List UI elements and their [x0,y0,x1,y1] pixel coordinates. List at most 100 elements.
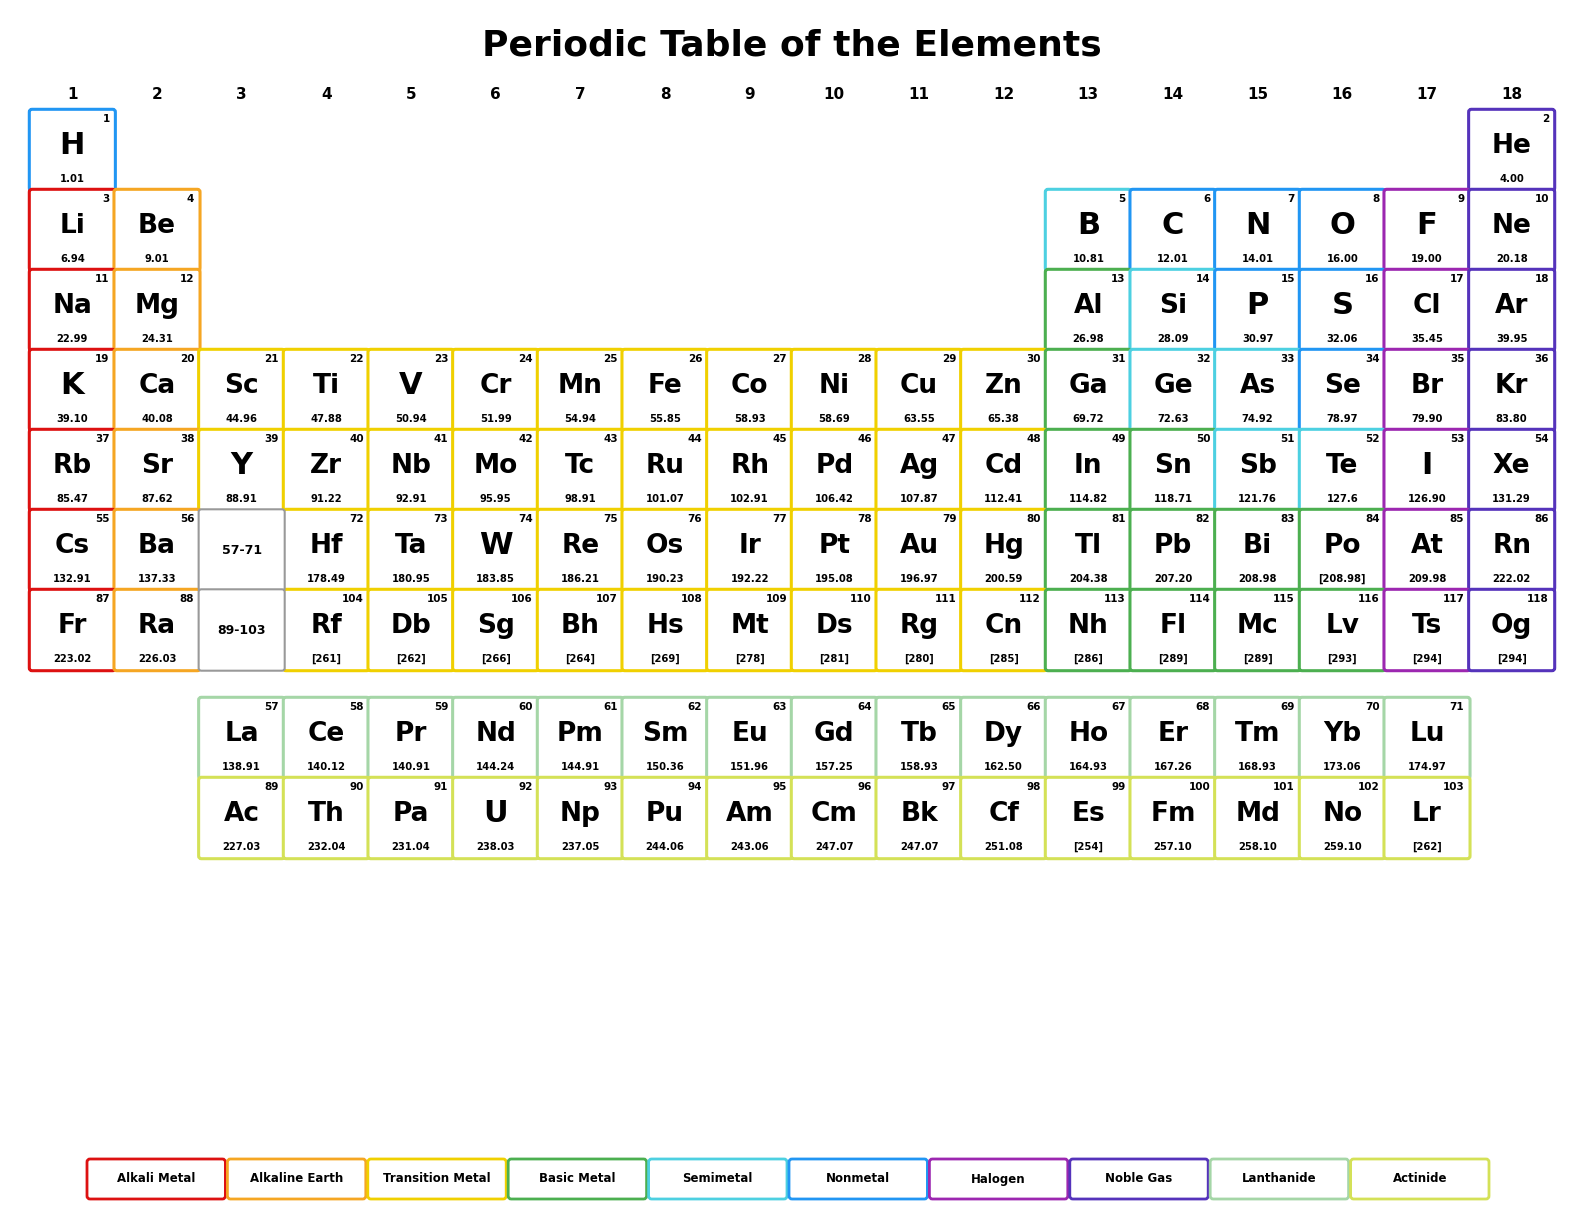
FancyBboxPatch shape [1215,777,1300,859]
FancyBboxPatch shape [508,1159,646,1200]
Text: At: At [1410,532,1443,559]
Text: 54: 54 [1535,435,1549,444]
FancyBboxPatch shape [87,1159,225,1200]
FancyBboxPatch shape [1045,777,1131,859]
FancyBboxPatch shape [1215,430,1300,510]
FancyBboxPatch shape [792,777,878,859]
Text: 14: 14 [1196,274,1210,284]
Text: Xe: Xe [1492,453,1530,479]
Text: La: La [225,721,258,747]
Text: 33: 33 [1280,354,1296,364]
Text: 88.91: 88.91 [227,494,258,504]
FancyBboxPatch shape [1384,430,1470,510]
Text: Np: Np [559,800,600,827]
Text: 110: 110 [851,594,871,603]
Text: Al: Al [1074,293,1102,319]
Text: 55: 55 [95,514,109,524]
FancyBboxPatch shape [1384,698,1470,778]
Text: 12: 12 [993,87,1014,102]
Text: 107.87: 107.87 [900,494,938,504]
Text: 164.93: 164.93 [1069,763,1107,772]
FancyBboxPatch shape [29,190,116,271]
Text: [269]: [269] [649,654,680,663]
Text: 86: 86 [1535,514,1549,524]
FancyBboxPatch shape [1215,589,1300,671]
Text: Nb: Nb [391,453,431,479]
FancyBboxPatch shape [198,509,285,591]
Text: 222.02: 222.02 [1492,574,1530,584]
Text: Bk: Bk [900,800,938,827]
FancyBboxPatch shape [29,109,116,191]
Text: 51.99: 51.99 [480,414,512,424]
Text: 8: 8 [1372,193,1380,204]
FancyBboxPatch shape [228,1159,366,1200]
FancyBboxPatch shape [789,1159,927,1200]
Text: 12.01: 12.01 [1156,255,1190,264]
Text: 18: 18 [1502,87,1522,102]
Text: 1.01: 1.01 [60,174,86,184]
FancyBboxPatch shape [367,1159,507,1200]
Text: [285]: [285] [988,654,1019,663]
Text: Rf: Rf [310,613,342,639]
Text: Pm: Pm [558,721,604,747]
Text: [280]: [280] [904,654,935,663]
Text: 75: 75 [604,514,618,524]
FancyBboxPatch shape [1210,1159,1348,1200]
Text: 196.97: 196.97 [900,574,938,584]
FancyBboxPatch shape [706,698,792,778]
Text: Ga: Ga [1069,373,1109,399]
FancyBboxPatch shape [1129,269,1217,351]
Text: 4.00: 4.00 [1500,174,1524,184]
Text: 102.91: 102.91 [730,494,770,504]
Text: 23: 23 [434,354,448,364]
Text: Lu: Lu [1410,721,1445,747]
Text: Ge: Ge [1153,373,1193,399]
Text: 28: 28 [857,354,871,364]
FancyBboxPatch shape [1299,698,1386,778]
Text: 3: 3 [236,87,247,102]
Text: 257.10: 257.10 [1153,842,1193,852]
Text: Cm: Cm [811,800,859,827]
Text: 29: 29 [942,354,957,364]
Text: 14: 14 [1163,87,1183,102]
Text: Pu: Pu [646,800,684,827]
FancyBboxPatch shape [1299,589,1386,671]
Text: 83.80: 83.80 [1495,414,1527,424]
FancyBboxPatch shape [367,430,455,510]
Text: Ti: Ti [312,373,341,399]
Text: 34: 34 [1365,354,1380,364]
Text: 91.22: 91.22 [310,494,342,504]
Text: 104: 104 [342,594,364,603]
Text: V: V [399,372,423,400]
Text: 37: 37 [95,435,109,444]
FancyBboxPatch shape [367,349,455,431]
FancyBboxPatch shape [1129,509,1217,591]
FancyBboxPatch shape [114,190,200,271]
FancyBboxPatch shape [284,589,369,671]
Text: 25: 25 [604,354,618,364]
Text: Pr: Pr [394,721,428,747]
Text: Nd: Nd [475,721,516,747]
Text: 70: 70 [1365,703,1380,712]
Text: 118: 118 [1527,594,1549,603]
Text: 38: 38 [181,435,195,444]
Text: Tc: Tc [565,453,596,479]
Text: Rn: Rn [1492,532,1532,559]
FancyBboxPatch shape [876,777,961,859]
Text: 96: 96 [857,782,871,792]
FancyBboxPatch shape [1384,777,1470,859]
Text: Bi: Bi [1243,532,1272,559]
Text: 131.29: 131.29 [1492,494,1532,504]
Text: 92.91: 92.91 [394,494,426,504]
Text: 13: 13 [1110,274,1126,284]
FancyBboxPatch shape [960,430,1047,510]
FancyBboxPatch shape [960,777,1047,859]
Text: 200.59: 200.59 [985,574,1023,584]
Text: 98.91: 98.91 [564,494,596,504]
Text: 144.24: 144.24 [477,763,515,772]
Text: Ts: Ts [1411,613,1441,639]
FancyBboxPatch shape [876,430,961,510]
Text: 50: 50 [1196,435,1210,444]
Text: Cr: Cr [480,373,512,399]
Text: K: K [60,372,84,400]
